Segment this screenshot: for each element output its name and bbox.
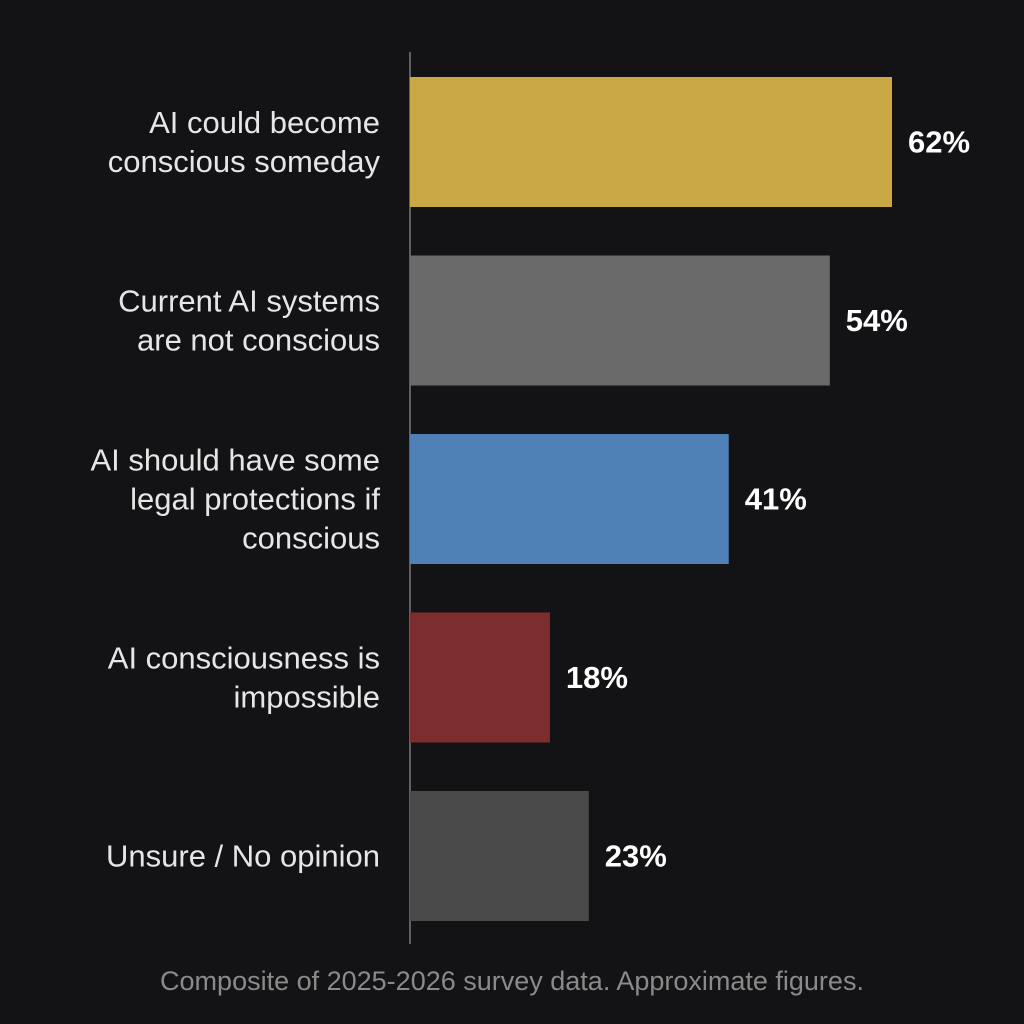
category-label-line: conscious [242,521,380,556]
category-label-line: legal protections if [130,482,380,517]
bar-2 [410,434,729,564]
category-label-line: are not conscious [137,323,380,358]
category-label-0: AI could become conscious someday [108,105,381,179]
category-label-4: Unsure / No opinion [106,839,380,874]
category-label-3: AI consciousness is impossible [108,641,380,715]
value-label-4: 23% [605,839,667,874]
category-label-line: Unsure / No opinion [106,839,380,874]
category-label-2: AI should have some legal protections if c… [90,443,380,556]
category-label-line: AI should have some [90,443,380,478]
category-label-line: AI consciousness is [108,641,380,676]
category-label-1: Current AI systems are not conscious [118,284,380,358]
value-label-3: 18% [566,660,628,695]
category-label-line: impossible [234,680,380,715]
value-label-0: 62% [908,125,970,160]
category-label-line: AI could become [149,105,380,140]
bar-3 [410,612,550,743]
category-label-line: Current AI systems [118,284,380,319]
value-label-1: 54% [846,303,908,338]
value-label-2: 41% [745,482,807,517]
category-label-line: conscious someday [108,144,381,179]
bar-4 [410,791,589,921]
bar-1 [410,255,830,386]
bar-0 [410,77,892,207]
footnote: Composite of 2025-2026 survey data. Appr… [160,966,864,996]
